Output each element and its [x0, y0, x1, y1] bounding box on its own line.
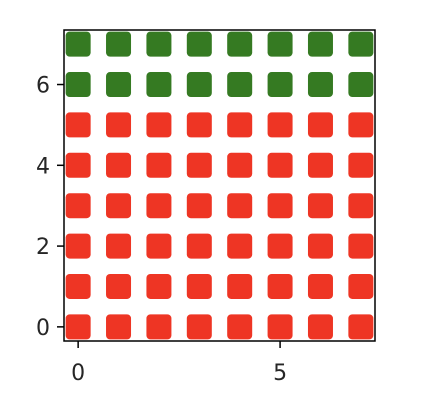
marker-s0-x0-y4 [65, 152, 91, 178]
marker-s1-x1-y6 [106, 72, 132, 98]
marker-s0-x2-y0 [146, 314, 172, 340]
marker-s1-x6-y6 [307, 72, 333, 98]
marker-s0-x2-y5 [146, 112, 172, 138]
marker-s0-x4-y2 [227, 233, 253, 259]
marker-s0-x3-y4 [186, 152, 212, 178]
marker-s1-x2-y6 [146, 72, 172, 98]
marker-s1-x3-y7 [186, 31, 212, 57]
marker-s1-x7-y6 [348, 72, 374, 98]
y-tick-label-0: 0 [36, 316, 50, 341]
marker-s0-x3-y5 [186, 112, 212, 138]
marker-s1-x5-y6 [267, 72, 293, 98]
marker-s1-x7-y7 [348, 31, 374, 57]
marker-s0-x6-y4 [307, 152, 333, 178]
marker-s1-x0-y6 [65, 72, 91, 98]
marker-s0-x7-y4 [348, 152, 374, 178]
marker-s0-x3-y0 [186, 314, 212, 340]
marker-s0-x0-y3 [65, 193, 91, 219]
marker-s0-x7-y0 [348, 314, 374, 340]
marker-s0-x4-y4 [227, 152, 253, 178]
y-axis: 0 2 4 6 [36, 74, 64, 341]
marker-s0-x5-y5 [267, 112, 293, 138]
marker-s1-x4-y7 [227, 31, 253, 57]
marker-s0-x1-y0 [106, 314, 132, 340]
marker-s0-x5-y4 [267, 152, 293, 178]
marker-s0-x4-y3 [227, 193, 253, 219]
marker-s0-x2-y2 [146, 233, 172, 259]
y-tick-label-2: 2 [36, 235, 50, 260]
marker-s0-x4-y1 [227, 273, 253, 299]
marker-s0-x0-y2 [65, 233, 91, 259]
marker-s1-x4-y6 [227, 72, 253, 98]
marker-s0-x2-y3 [146, 193, 172, 219]
marker-s0-x5-y3 [267, 193, 293, 219]
marker-s0-x7-y5 [348, 112, 374, 138]
x-tick-label-5: 5 [273, 361, 287, 386]
marker-s0-x6-y2 [307, 233, 333, 259]
marker-s0-x7-y1 [348, 273, 374, 299]
marker-s1-x2-y7 [146, 31, 172, 57]
marker-s0-x3-y3 [186, 193, 212, 219]
marker-s0-x6-y3 [307, 193, 333, 219]
y-tick-label-6: 6 [36, 74, 50, 99]
marker-s0-x5-y1 [267, 273, 293, 299]
marker-s0-x6-y1 [307, 273, 333, 299]
marker-s1-x1-y7 [106, 31, 132, 57]
marker-s1-x5-y7 [267, 31, 293, 57]
marker-s1-x6-y7 [307, 31, 333, 57]
marker-s0-x2-y4 [146, 152, 172, 178]
x-tick-label-0: 0 [71, 361, 85, 386]
marker-s1-x0-y7 [65, 31, 91, 57]
marker-s1-x3-y6 [186, 72, 212, 98]
marker-s0-x4-y0 [227, 314, 253, 340]
marker-s0-x1-y2 [106, 233, 132, 259]
marker-s0-x6-y0 [307, 314, 333, 340]
marker-s0-x3-y2 [186, 233, 212, 259]
marker-s0-x0-y1 [65, 273, 91, 299]
marker-s0-x4-y5 [227, 112, 253, 138]
marker-s0-x7-y2 [348, 233, 374, 259]
marker-s0-x1-y3 [106, 193, 132, 219]
marker-s0-x5-y0 [267, 314, 293, 340]
marker-s0-x2-y1 [146, 273, 172, 299]
marker-s0-x7-y3 [348, 193, 374, 219]
marker-s0-x5-y2 [267, 233, 293, 259]
marker-s0-x1-y4 [106, 152, 132, 178]
marker-s0-x0-y0 [65, 314, 91, 340]
marker-s0-x3-y1 [186, 273, 212, 299]
marker-s0-x1-y1 [106, 273, 132, 299]
plot-frame [63, 29, 376, 342]
marker-s0-x6-y5 [307, 112, 333, 138]
marker-s0-x1-y5 [106, 112, 132, 138]
marker-s0-x0-y5 [65, 112, 91, 138]
y-tick-label-4: 4 [36, 154, 50, 179]
markers-layer [65, 31, 374, 340]
